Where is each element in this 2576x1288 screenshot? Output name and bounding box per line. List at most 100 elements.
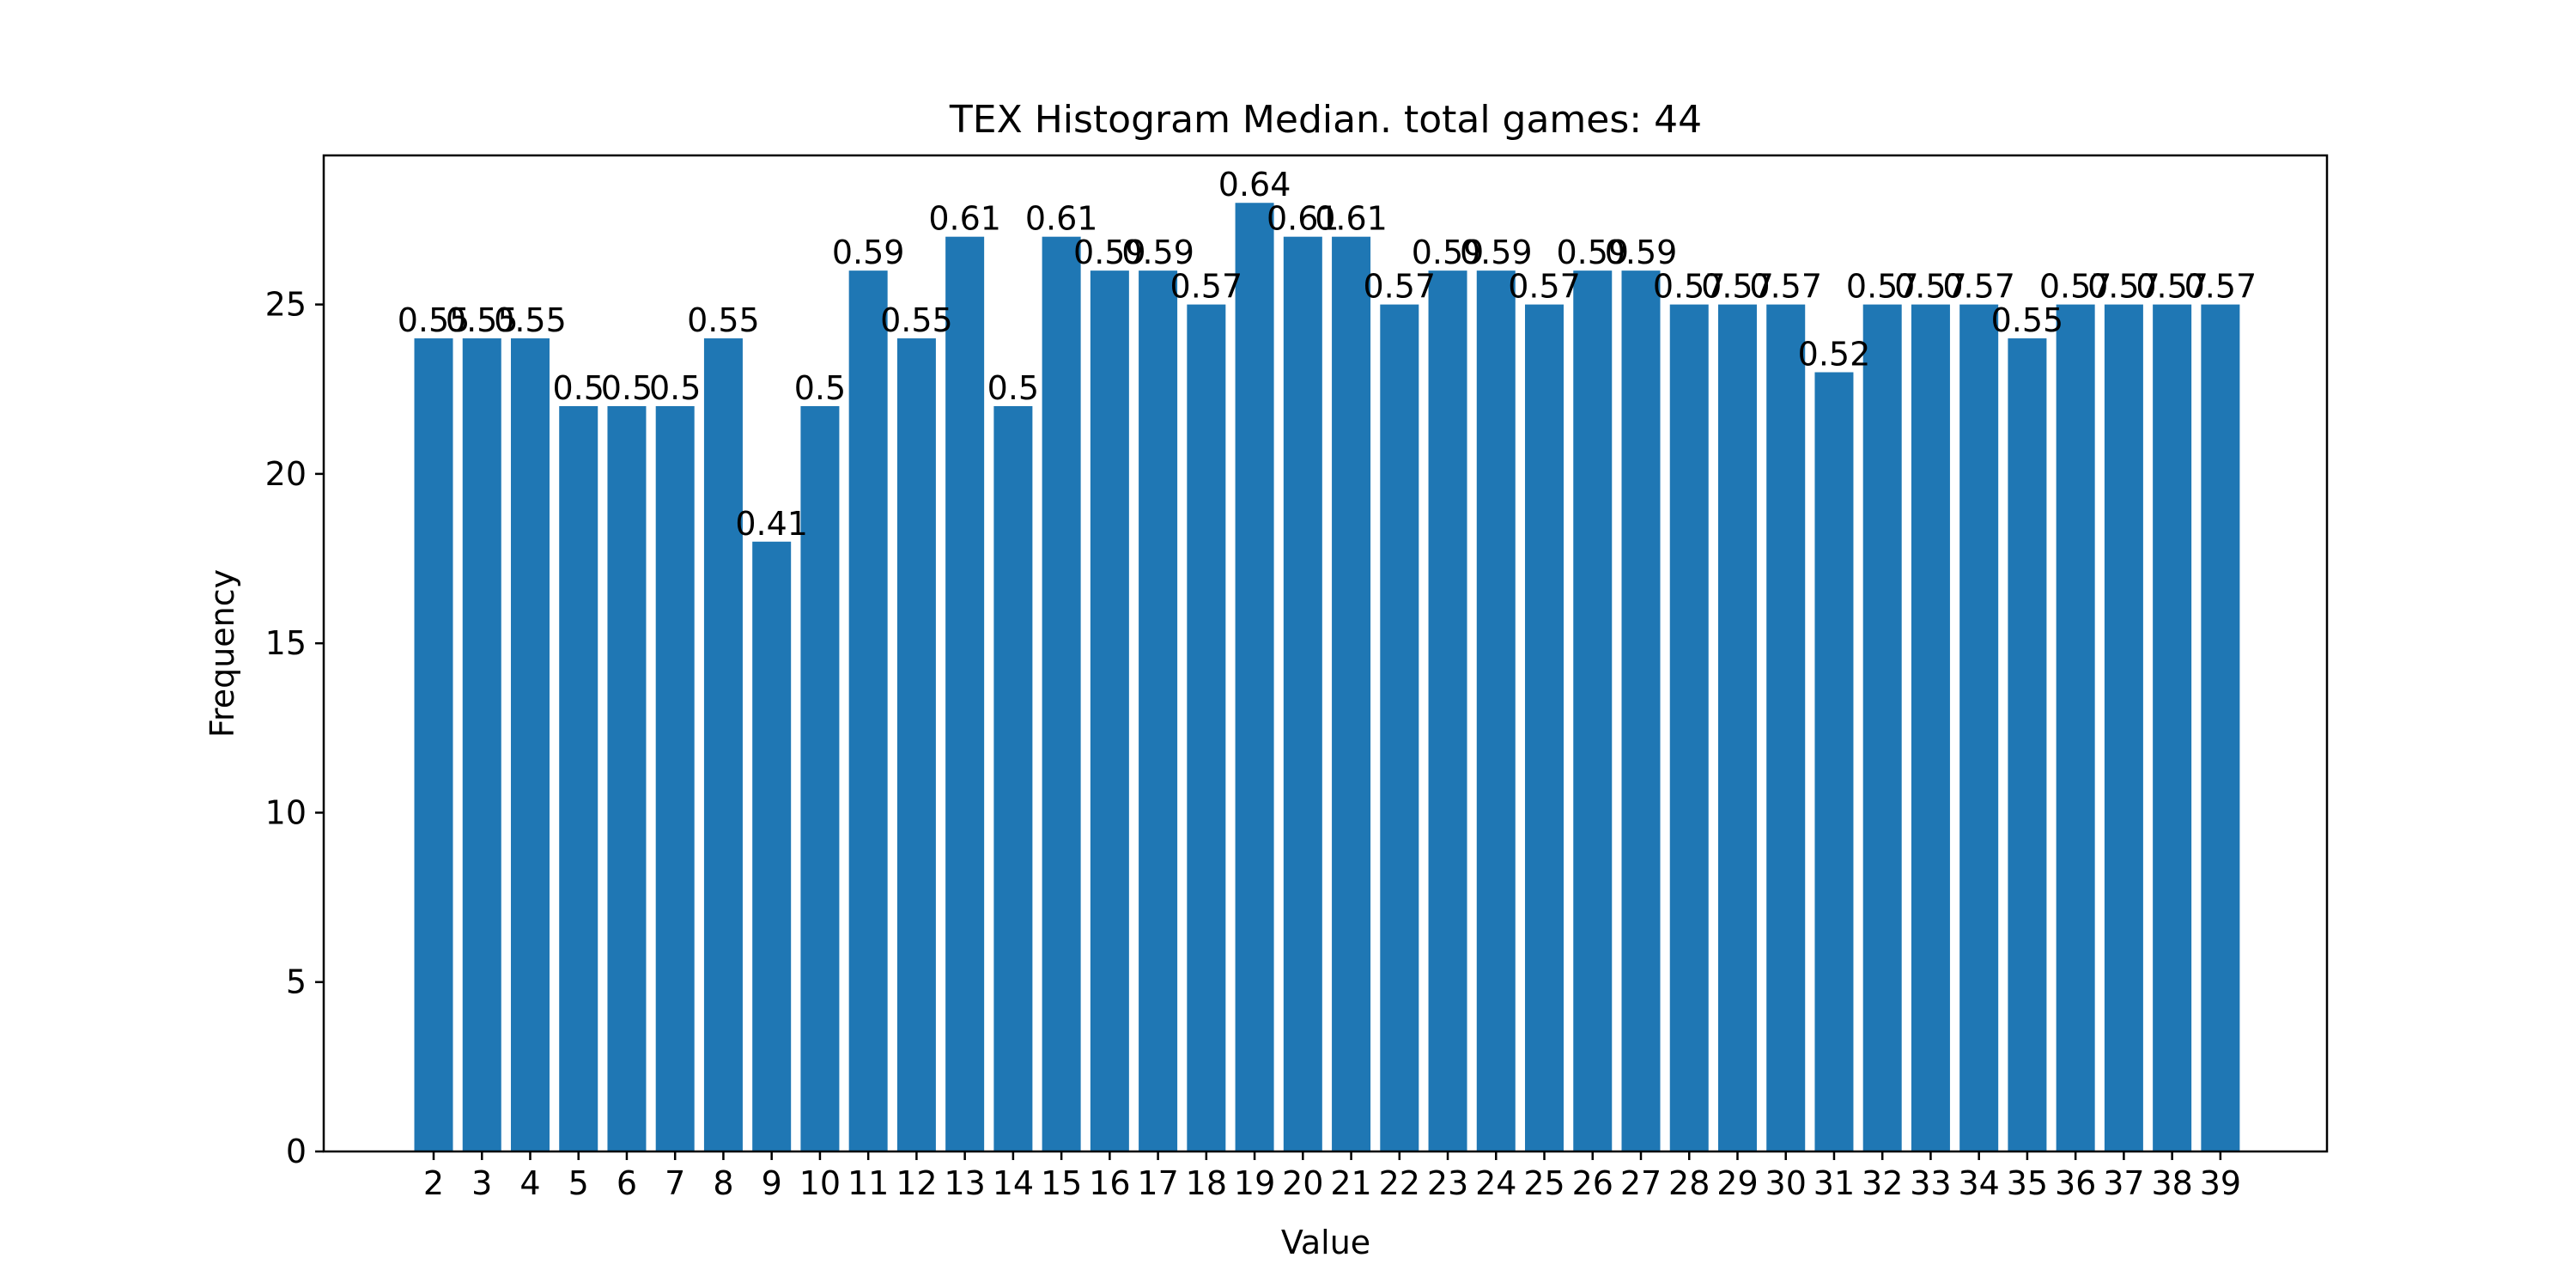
x-tick-label-36: 36 bbox=[2055, 1164, 2096, 1202]
x-tick-label-9: 9 bbox=[762, 1164, 782, 1202]
x-tick-label-39: 39 bbox=[2200, 1164, 2241, 1202]
x-tick-label-7: 7 bbox=[665, 1164, 685, 1202]
x-tick-label-10: 10 bbox=[799, 1164, 841, 1202]
bar-37 bbox=[2104, 304, 2143, 1151]
bar-22 bbox=[1380, 304, 1419, 1151]
x-tick-label-34: 34 bbox=[1959, 1164, 2000, 1202]
y-tick-label-0: 0 bbox=[286, 1133, 307, 1170]
bar-10 bbox=[800, 405, 840, 1152]
chart-title: TEX Histogram Median. total games: 44 bbox=[949, 98, 1702, 142]
bar-7 bbox=[655, 405, 695, 1152]
bar-value-label-24: 0.59 bbox=[1460, 234, 1533, 271]
bar-value-label-5: 0.5 bbox=[553, 369, 605, 407]
bar-value-label-33: 0.57 bbox=[1894, 268, 1967, 306]
x-tick-label-28: 28 bbox=[1668, 1164, 1710, 1202]
bar-value-label-28: 0.57 bbox=[1653, 268, 1726, 306]
bar-value-label-36: 0.57 bbox=[2039, 268, 2112, 306]
x-tick-label-25: 25 bbox=[1523, 1164, 1564, 1202]
y-axis-label: Frequency bbox=[204, 569, 241, 738]
y-tick-label-25: 25 bbox=[265, 286, 307, 324]
bar-value-label-19: 0.64 bbox=[1218, 166, 1291, 204]
bar-value-label-32: 0.57 bbox=[1846, 268, 1919, 306]
x-tick-label-13: 13 bbox=[944, 1164, 985, 1202]
bar-4 bbox=[510, 338, 550, 1151]
x-tick-label-37: 37 bbox=[2103, 1164, 2144, 1202]
bar-value-label-15: 0.61 bbox=[1025, 200, 1098, 238]
x-tick-label-31: 31 bbox=[1814, 1164, 1855, 1202]
bar-3 bbox=[462, 338, 501, 1151]
x-tick-label-6: 6 bbox=[617, 1164, 637, 1202]
x-tick-label-23: 23 bbox=[1427, 1164, 1468, 1202]
bar-value-label-35: 0.55 bbox=[1991, 301, 2064, 339]
bar-21 bbox=[1332, 236, 1371, 1152]
bar-value-label-3: 0.55 bbox=[446, 301, 519, 339]
bar-value-label-29: 0.57 bbox=[1701, 268, 1774, 306]
bar-value-label-13: 0.61 bbox=[928, 200, 1001, 238]
bar-29 bbox=[1717, 304, 1757, 1151]
bar-value-label-34: 0.57 bbox=[1942, 268, 2015, 306]
bar-33 bbox=[1911, 304, 1950, 1151]
y-tick-label-5: 5 bbox=[286, 963, 307, 1001]
bar-32 bbox=[1862, 304, 1902, 1151]
x-tick-label-17: 17 bbox=[1137, 1164, 1178, 1202]
bar-11 bbox=[848, 270, 888, 1151]
bar-5 bbox=[559, 405, 598, 1152]
bar-2 bbox=[414, 338, 453, 1151]
bar-value-label-17: 0.59 bbox=[1121, 234, 1194, 271]
bar-6 bbox=[607, 405, 647, 1152]
x-tick-label-38: 38 bbox=[2151, 1164, 2192, 1202]
bar-value-label-22: 0.57 bbox=[1363, 268, 1436, 306]
bar-15 bbox=[1042, 236, 1081, 1152]
x-tick-label-20: 20 bbox=[1282, 1164, 1323, 1202]
bar-8 bbox=[703, 338, 743, 1151]
x-tick-label-5: 5 bbox=[568, 1164, 589, 1202]
bar-value-label-37: 0.57 bbox=[2087, 268, 2160, 306]
y-tick-label-20: 20 bbox=[265, 455, 307, 493]
bar-value-label-9: 0.41 bbox=[735, 505, 808, 543]
bar-value-label-27: 0.59 bbox=[1605, 234, 1678, 271]
bar-38 bbox=[2153, 304, 2192, 1151]
bar-value-label-23: 0.59 bbox=[1412, 234, 1485, 271]
bar-value-label-20: 0.61 bbox=[1267, 200, 1340, 238]
bar-16 bbox=[1090, 270, 1129, 1151]
y-axis: 0 5 10 15 20 25 bbox=[265, 286, 324, 1170]
bar-value-label-39: 0.57 bbox=[2184, 268, 2257, 306]
bar-13 bbox=[945, 236, 985, 1152]
bar-value-label-6: 0.5 bbox=[601, 369, 653, 407]
x-tick-label-19: 19 bbox=[1234, 1164, 1275, 1202]
bar-value-label-26: 0.59 bbox=[1556, 234, 1629, 271]
bar-31 bbox=[1814, 372, 1854, 1151]
bar-26 bbox=[1573, 270, 1613, 1151]
bar-18 bbox=[1187, 304, 1226, 1151]
bar-34 bbox=[1959, 304, 1999, 1151]
x-tick-label-27: 27 bbox=[1620, 1164, 1662, 1202]
bar-27 bbox=[1621, 270, 1661, 1151]
bar-value-label-25: 0.57 bbox=[1508, 268, 1581, 306]
bar-value-label-21: 0.61 bbox=[1315, 200, 1388, 238]
x-tick-label-2: 2 bbox=[423, 1164, 444, 1202]
y-tick-label-15: 15 bbox=[265, 624, 307, 662]
bar-23 bbox=[1428, 270, 1467, 1151]
bars-layer bbox=[414, 203, 2240, 1152]
bar-value-label-11: 0.59 bbox=[832, 234, 905, 271]
x-tick-label-16: 16 bbox=[1089, 1164, 1130, 1202]
x-tick-label-35: 35 bbox=[2007, 1164, 2048, 1202]
x-tick-label-18: 18 bbox=[1186, 1164, 1227, 1202]
x-tick-label-33: 33 bbox=[1910, 1164, 1951, 1202]
bar-39 bbox=[2201, 304, 2240, 1151]
bar-value-label-8: 0.55 bbox=[687, 301, 760, 339]
x-tick-label-11: 11 bbox=[848, 1164, 889, 1202]
x-tick-label-4: 4 bbox=[519, 1164, 540, 1202]
bar-20 bbox=[1283, 236, 1322, 1152]
x-tick-label-29: 29 bbox=[1716, 1164, 1758, 1202]
bar-value-label-4: 0.55 bbox=[494, 301, 567, 339]
bar-36 bbox=[2056, 304, 2095, 1151]
bar-17 bbox=[1139, 270, 1178, 1151]
x-tick-label-24: 24 bbox=[1475, 1164, 1516, 1202]
bar-value-label-7: 0.5 bbox=[649, 369, 701, 407]
bar-14 bbox=[993, 405, 1033, 1152]
bar-30 bbox=[1766, 304, 1806, 1151]
x-tick-label-30: 30 bbox=[1765, 1164, 1807, 1202]
bar-24 bbox=[1476, 270, 1516, 1151]
